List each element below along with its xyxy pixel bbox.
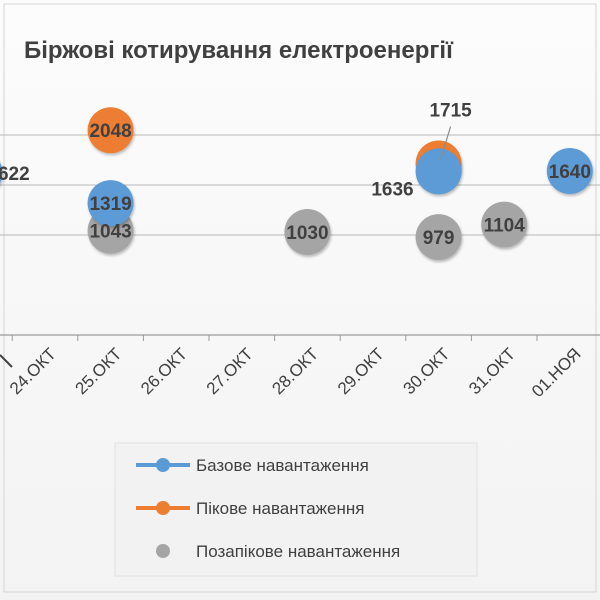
data-point [87, 107, 134, 154]
x-tick-label: 24.ОКТ [6, 344, 60, 398]
data-label: 1622 [0, 164, 30, 185]
x-axis: 24.ОКТ 25.ОКТ 26.ОКТ 27.ОКТ 28.ОКТ 29.ОКТ 30.О… [0, 335, 585, 401]
data-label: 1636 [371, 179, 413, 200]
legend-marker [156, 501, 170, 515]
data-point [415, 214, 462, 261]
data-label: 1715 [429, 101, 472, 122]
data-labels: 1622 1319 1636 1640 2048 1715 1043 1030 979 1104 [0, 101, 591, 250]
data-label: 1104 [484, 216, 526, 237]
data-point [415, 148, 462, 195]
x-tick-label: 30.ОКТ [400, 344, 454, 398]
x-tick-label-fragment [0, 354, 13, 368]
x-tick-label: 01.НОЯ [528, 344, 585, 401]
chart-border [3, 3, 597, 593]
data-point [481, 201, 528, 248]
data-label: 1030 [286, 223, 328, 244]
x-tick-label: 25.ОКТ [72, 344, 126, 398]
data-label: 2048 [89, 121, 131, 142]
data-label: 1319 [89, 194, 131, 215]
x-tick-label: 27.ОКТ [203, 344, 257, 398]
chart-title: Біржові котирування електроенергії [24, 37, 454, 64]
data-label: 1043 [89, 222, 131, 243]
legend-label: Пікове навантаження [196, 499, 364, 518]
legend-label: Базове навантаження [196, 456, 369, 475]
data-label: 979 [423, 228, 455, 249]
data-point [546, 148, 593, 194]
data-label: 1640 [549, 162, 591, 183]
data-point [284, 209, 331, 255]
legend-marker [156, 458, 170, 472]
data-point [87, 180, 134, 227]
x-tick-label: 26.ОКТ [137, 344, 191, 398]
legend-label: Позапікове навантаження [196, 542, 400, 561]
data-points [0, 107, 593, 261]
data-point [0, 162, 3, 184]
leader-line [440, 126, 452, 160]
x-tick-label: 28.ОКТ [268, 344, 322, 398]
x-tick-label: 31.ОКТ [465, 344, 519, 398]
x-tick-label: 29.ОКТ [334, 344, 388, 398]
legend-marker [156, 544, 170, 558]
legend: Базове навантаження Пікове навантаження По… [114, 442, 478, 577]
